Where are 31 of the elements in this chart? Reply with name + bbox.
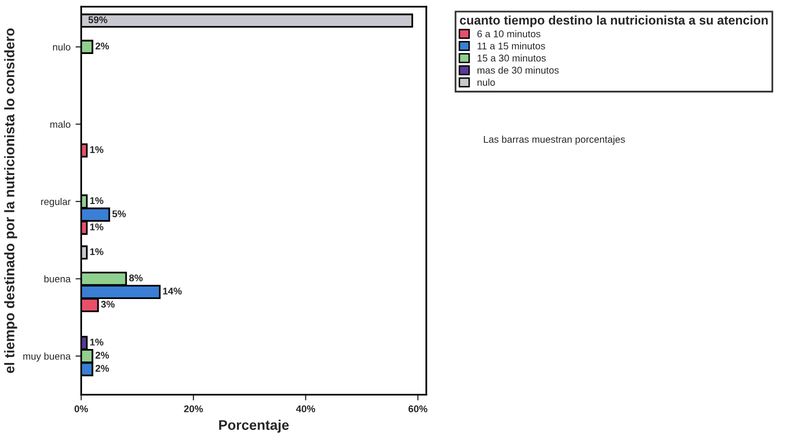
y-tick-label: malo [50, 120, 70, 128]
data-label: 1% [90, 338, 104, 346]
x-tick-label: 40% [296, 405, 316, 412]
data-label: 1% [90, 248, 104, 256]
data-label: 1% [90, 146, 104, 154]
legend-label: nulo [478, 78, 495, 86]
y-axis-title: el tiempo destinado por la nutricionista lo considero [4, 28, 18, 374]
x-axis-title: Porcentaje [219, 420, 289, 433]
data-label: 59% [88, 16, 108, 24]
data-label: 2% [96, 42, 109, 50]
text: Las barras muestran porcentajes [484, 136, 625, 145]
y-tick-label: muy buena [23, 352, 71, 362]
x-tick-label: 20% [184, 405, 203, 412]
y-tick-label: regular [41, 198, 71, 208]
data-label: 1% [90, 197, 104, 204]
data-label: 14% [163, 288, 182, 294]
data-label: 2% [96, 364, 109, 372]
y-tick-label: buena [44, 275, 71, 282]
data-label: 8% [129, 274, 143, 282]
legend-title: cuanto tiempo destino la nutricionista a su atencion [460, 15, 768, 28]
legend-label: mas de 30 minutos [478, 66, 559, 74]
data-label: 5% [112, 210, 126, 218]
data-label: 1% [90, 224, 104, 230]
x-tick-label: 0% [74, 405, 88, 412]
data-label: 3% [101, 300, 115, 308]
x-tick-label: 60% [408, 405, 428, 412]
legend-label: 11 a 15 minutos [478, 42, 546, 50]
legend-label: 15 a 30 minutos [478, 54, 546, 62]
y-tick-label: nulo [53, 43, 70, 50]
data-label: 2% [96, 352, 109, 359]
legend-label: 6 a 10 minutos [477, 30, 540, 38]
